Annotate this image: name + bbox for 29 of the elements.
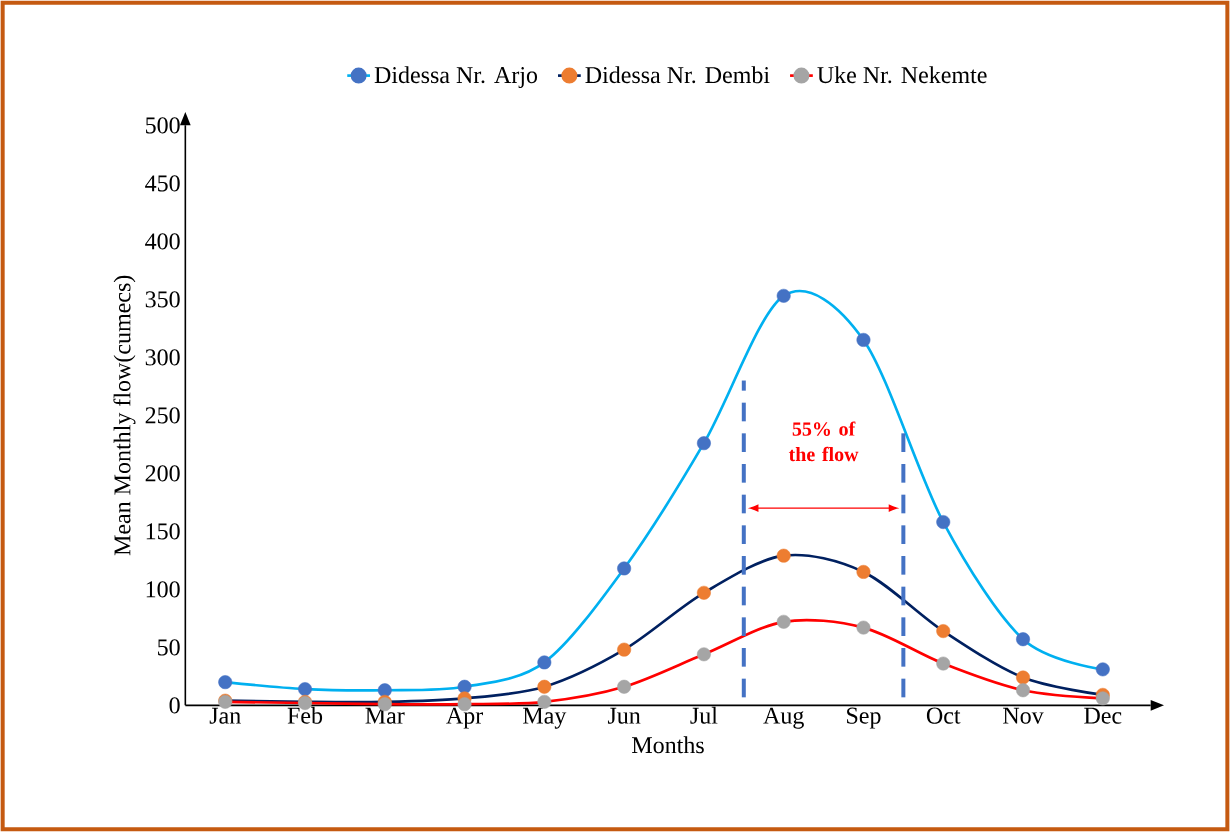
y-tick-label: 100 <box>146 581 180 598</box>
y-tick-label: 200 <box>145 465 180 482</box>
y-tick-label: 400 <box>145 233 180 250</box>
x-tick-label: Aug <box>763 707 804 729</box>
x-tick-label: Oct <box>926 707 961 724</box>
legend-label: Uke Nr. Nekemte <box>817 66 987 84</box>
legend-label: Didessa Nr. Dembi <box>585 66 770 84</box>
x-tick-label: Sep <box>847 707 881 729</box>
x-tick-label: Feb <box>287 706 323 724</box>
x-axis-title: Months <box>632 736 704 754</box>
y-tick-label: 350 <box>145 291 180 308</box>
y-tick-label: 0 <box>169 697 180 714</box>
y-tick-label: 250 <box>145 407 180 424</box>
x-tick-label: Nov <box>1003 707 1044 724</box>
annotation: 55% of the flow <box>788 421 859 462</box>
y-tick-label: 150 <box>146 523 180 540</box>
legend-label: Didessa Nr. Arjo <box>374 66 538 89</box>
x-tick-label: Apr <box>446 707 484 729</box>
y-tick-label: 50 <box>158 639 180 656</box>
x-tick-label: Mar <box>365 707 405 724</box>
x-tick-label: Jul <box>690 706 718 724</box>
x-tick-label: May <box>523 707 567 729</box>
x-tick-label: Dec <box>1084 707 1122 724</box>
x-tick-label: Jan <box>209 707 241 724</box>
y-tick-label: 300 <box>145 349 180 366</box>
y-tick-label: 500 <box>146 117 180 134</box>
y-axis-title: Mean Monthly flow(cumecs) <box>113 275 136 556</box>
x-tick-label: Jun <box>607 707 641 724</box>
y-tick-label: 450 <box>145 175 180 192</box>
